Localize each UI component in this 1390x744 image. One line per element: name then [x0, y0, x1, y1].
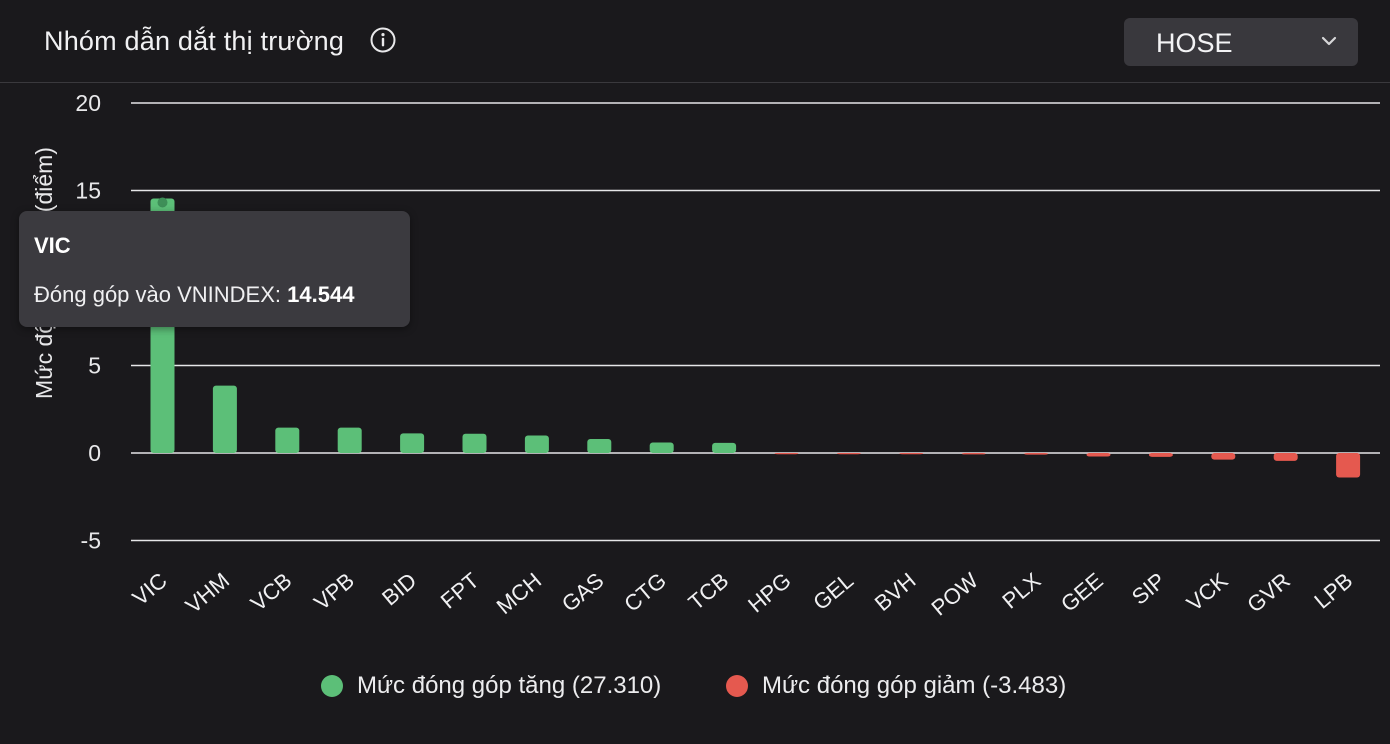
x-tick-label: GEL — [808, 568, 858, 615]
x-tick-label: SIP — [1127, 568, 1170, 610]
bar-fpt[interactable] — [462, 433, 487, 453]
bar-mch[interactable] — [524, 435, 549, 454]
x-tick-label: VCB — [246, 568, 297, 616]
info-circle-icon[interactable] — [370, 27, 396, 53]
exchange-select-value: HOSE — [1156, 28, 1233, 58]
bar-bvh[interactable] — [899, 453, 924, 455]
x-tick-label: POW — [927, 568, 984, 621]
chart-title: Nhóm dẫn dắt thị trường — [44, 26, 345, 56]
legend-label-positive: Mức đóng góp tăng (27.310) — [357, 672, 662, 699]
x-tick-label: VPB — [309, 568, 359, 615]
legend-item-positive[interactable]: Mức đóng góp tăng (27.310) — [321, 672, 661, 700]
grid-lines — [131, 102, 1380, 542]
bar-vhm[interactable] — [212, 385, 237, 453]
x-tick-label: PLX — [997, 567, 1045, 613]
legend-item-negative[interactable]: Mức đóng góp giảm (-3.483) — [726, 672, 1066, 700]
x-tick-label: BVH — [870, 568, 921, 616]
active-point-marker — [157, 197, 168, 208]
bar-gas[interactable] — [587, 439, 612, 453]
bar-gee[interactable] — [1086, 453, 1111, 457]
x-tick-label: VCK — [1182, 567, 1233, 615]
y-tick-label: 20 — [75, 90, 101, 116]
bar-sip[interactable] — [1148, 453, 1173, 457]
y-axis-ticks: 20 15 5 0 -5 — [75, 90, 101, 554]
x-tick-label: GAS — [557, 568, 609, 617]
x-tick-label: LPB — [1309, 568, 1357, 614]
x-axis-ticks: VIC VHM VCB VPB BID FPT MCH GAS CTG TCB HPG GEL BVH P… — [128, 567, 1358, 620]
x-tick-label: BID — [377, 568, 421, 611]
y-tick-label: 0 — [88, 440, 101, 466]
tooltip-value: 14.544 — [287, 282, 355, 307]
bar-bid[interactable] — [400, 433, 425, 453]
bar-vck[interactable] — [1211, 453, 1236, 460]
tooltip-title: VIC — [34, 233, 71, 258]
y-tick-label: -5 — [81, 528, 101, 554]
bar-gvr[interactable] — [1273, 453, 1298, 461]
legend-dot-negative — [726, 675, 748, 697]
bar-pow[interactable] — [961, 453, 986, 455]
legend-label-negative: Mức đóng góp giảm (-3.483) — [762, 672, 1067, 699]
bar-tooltip: VIC Đóng góp vào VNINDEX: 14.544 — [19, 211, 410, 327]
exchange-select[interactable]: HOSE — [1124, 18, 1358, 66]
bar-lpb[interactable] — [1336, 453, 1361, 478]
bar-gel[interactable] — [836, 453, 861, 455]
tooltip-label: Đóng góp vào VNINDEX: — [34, 282, 288, 307]
x-tick-label: VIC — [128, 568, 172, 611]
x-tick-label: GVR — [1242, 568, 1295, 618]
x-tick-label: FPT — [436, 568, 484, 614]
legend-dot-positive — [321, 675, 343, 697]
x-tick-label: CTG — [619, 568, 671, 617]
bar-hpg[interactable] — [774, 453, 799, 455]
chevron-down-icon — [1321, 36, 1337, 46]
bar-vpb[interactable] — [337, 427, 362, 453]
x-tick-label: VHM — [181, 568, 235, 619]
y-tick-label: 15 — [75, 178, 101, 204]
x-tick-label: TCB — [684, 568, 734, 615]
bar-plx[interactable] — [1024, 453, 1049, 455]
x-tick-label: MCH — [492, 568, 546, 619]
bar-tcb[interactable] — [712, 442, 737, 453]
y-tick-label: 5 — [88, 353, 101, 379]
card-header: Nhóm dẫn dắt thị trường HOSE — [0, 0, 1390, 83]
x-tick-label: GEE — [1056, 568, 1108, 617]
x-tick-label: HPG — [743, 568, 796, 618]
tooltip-line: Đóng góp vào VNINDEX: 14.544 — [34, 282, 354, 308]
bar-ctg[interactable] — [649, 442, 674, 454]
legend: Mức đóng góp tăng (27.310) Mức đóng góp … — [0, 672, 1390, 706]
bar-vcb[interactable] — [275, 427, 300, 453]
